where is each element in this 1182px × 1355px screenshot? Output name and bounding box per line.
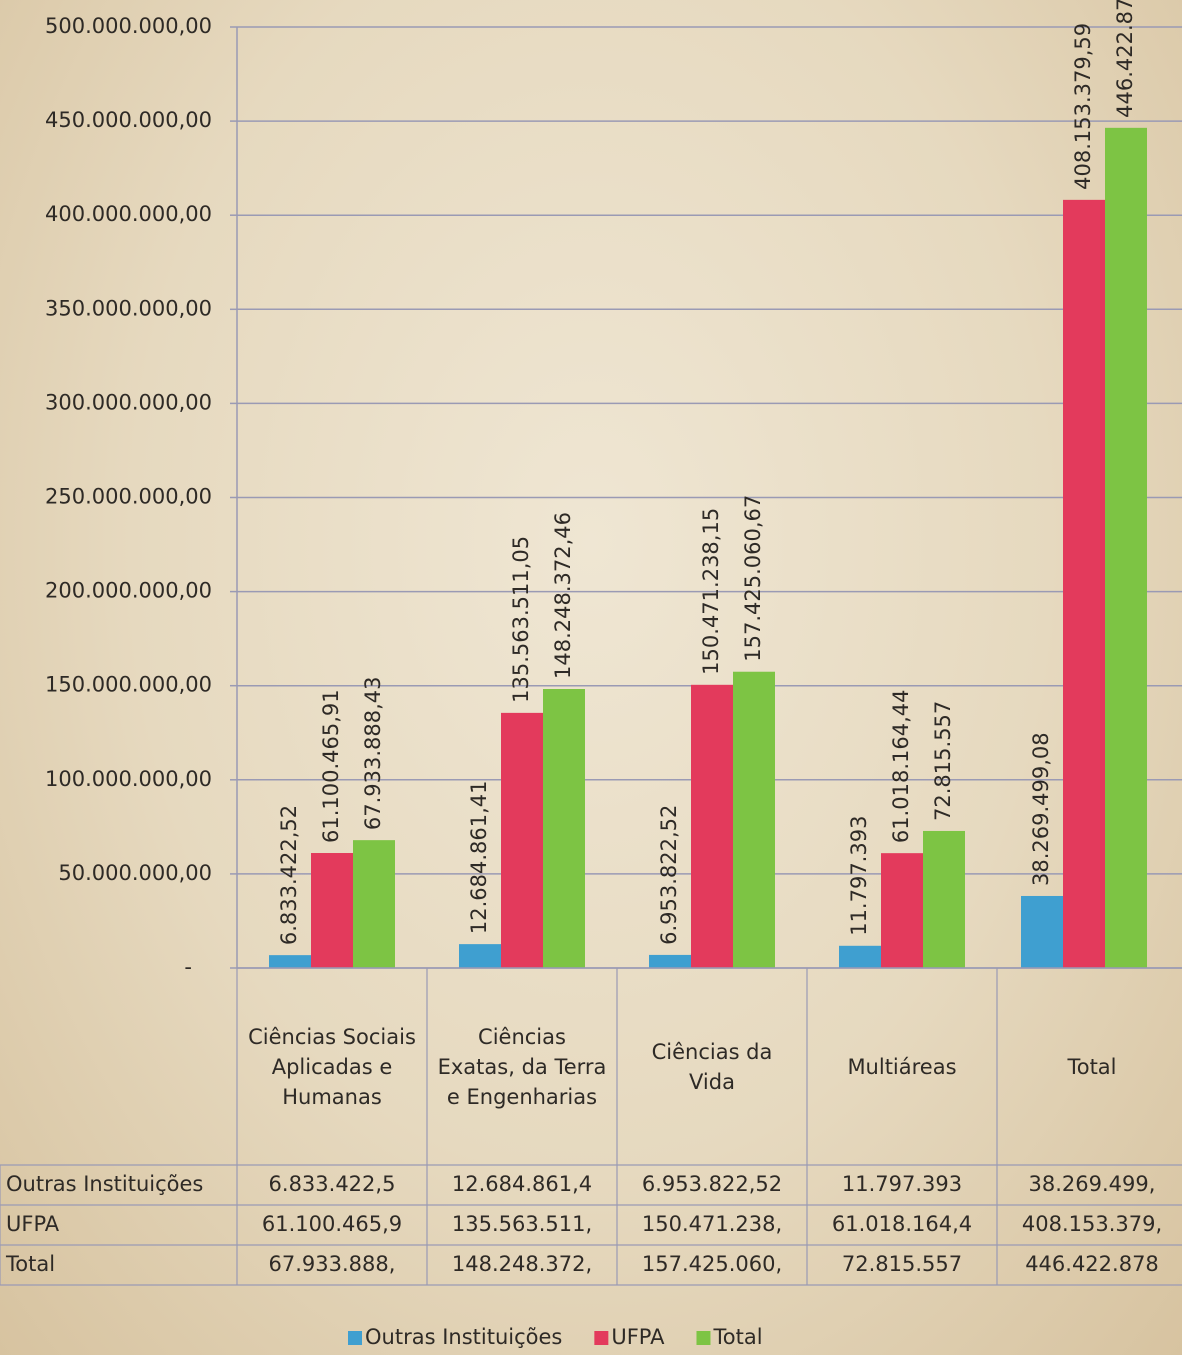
y-tick-label: 50.000.000,00 (58, 861, 212, 885)
y-tick-label: - (184, 955, 192, 979)
legend-swatch (594, 1331, 609, 1345)
data-label: 67.933.888,43 (361, 677, 385, 831)
bar (459, 944, 501, 968)
legend-label: UFPA (611, 1325, 665, 1349)
x-tick-label: Multiáreas (847, 1054, 957, 1079)
table-row-label: UFPA (6, 1212, 60, 1236)
table-cell: 408.153.379, (1022, 1212, 1162, 1236)
data-label: 135.563.511,05 (509, 536, 533, 703)
table-cell: 72.815.557 (842, 1252, 962, 1276)
x-tick-label: Ciências Sociais Aplicadas e Humanas (248, 1024, 416, 1109)
bar (501, 712, 543, 968)
data-label: 148.248.372,46 (551, 512, 575, 679)
data-label: 11.797.393 (847, 816, 871, 936)
data-label: 150.471.238,15 (699, 508, 723, 675)
table-cell: 135.563.511, (452, 1212, 592, 1236)
data-label: 12.684.861,41 (467, 780, 491, 934)
table-cell: 6.833.422,5 (269, 1172, 396, 1196)
data-label: 61.100.465,91 (319, 689, 343, 843)
x-tick-label: Ciências Exatas, da Terra e Engenharias (437, 1024, 607, 1109)
table-cell: 67.933.888, (269, 1252, 396, 1276)
bar (311, 853, 353, 968)
table-cell: 61.018.164,4 (832, 1212, 972, 1236)
bar (649, 954, 691, 968)
table-cell: 446.422.878 (1025, 1252, 1159, 1276)
y-tick-label: 100.000.000,00 (45, 767, 212, 791)
data-label: 38.269.499,08 (1029, 732, 1053, 886)
bar (691, 684, 733, 968)
legend-swatch (696, 1331, 711, 1345)
y-tick-label: 400.000.000,00 (45, 202, 212, 226)
y-tick-label: 250.000.000,00 (45, 485, 212, 509)
y-tick-label: 350.000.000,00 (45, 296, 212, 320)
bar (923, 830, 965, 968)
x-tick-label: Total (1067, 1054, 1117, 1079)
bar (1021, 895, 1063, 968)
table-cell: 11.797.393 (842, 1172, 962, 1196)
legend-label: Total (712, 1325, 762, 1349)
y-tick-label: 500.000.000,00 (45, 14, 212, 38)
y-tick-label: 300.000.000,00 (45, 390, 212, 414)
table-cell: 157.425.060, (642, 1252, 782, 1276)
y-tick-label: 450.000.000,00 (45, 108, 212, 132)
table-cell: 61.100.465,9 (262, 1212, 402, 1236)
data-label: 157.425.060,67 (741, 495, 765, 662)
x-tick-label: Ciências da Vida (651, 1039, 773, 1094)
data-label: 72.815.557 (931, 701, 955, 821)
bar (839, 945, 881, 968)
y-tick-label: 150.000.000,00 (45, 673, 212, 697)
data-label: 446.422.878,67 (1113, 0, 1137, 118)
data-label: 6.953.822,52 (657, 805, 681, 945)
legend-label: Outras Instituições (365, 1325, 562, 1349)
bar (733, 671, 775, 968)
data-label: 61.018.164,44 (889, 690, 913, 844)
table-row-label: Total (5, 1252, 55, 1276)
bar (269, 955, 311, 968)
table-cell: 38.269.499, (1029, 1172, 1156, 1196)
bar (543, 688, 585, 968)
bar (1105, 127, 1147, 968)
table-cell: 150.471.238, (642, 1212, 782, 1236)
table-row-label: Outras Instituições (6, 1172, 203, 1196)
legend-swatch (348, 1331, 362, 1345)
table-cell: 12.684.861,4 (452, 1172, 592, 1196)
bar (353, 840, 395, 968)
bar (1063, 199, 1105, 968)
data-label: 408.153.379,59 (1071, 23, 1095, 190)
table-cell: 6.953.822,52 (642, 1172, 782, 1196)
bar (881, 853, 923, 968)
table-cell: 148.248.372, (452, 1252, 592, 1276)
data-label: 6.833.422,52 (277, 805, 301, 945)
y-tick-label: 200.000.000,00 (45, 579, 212, 603)
